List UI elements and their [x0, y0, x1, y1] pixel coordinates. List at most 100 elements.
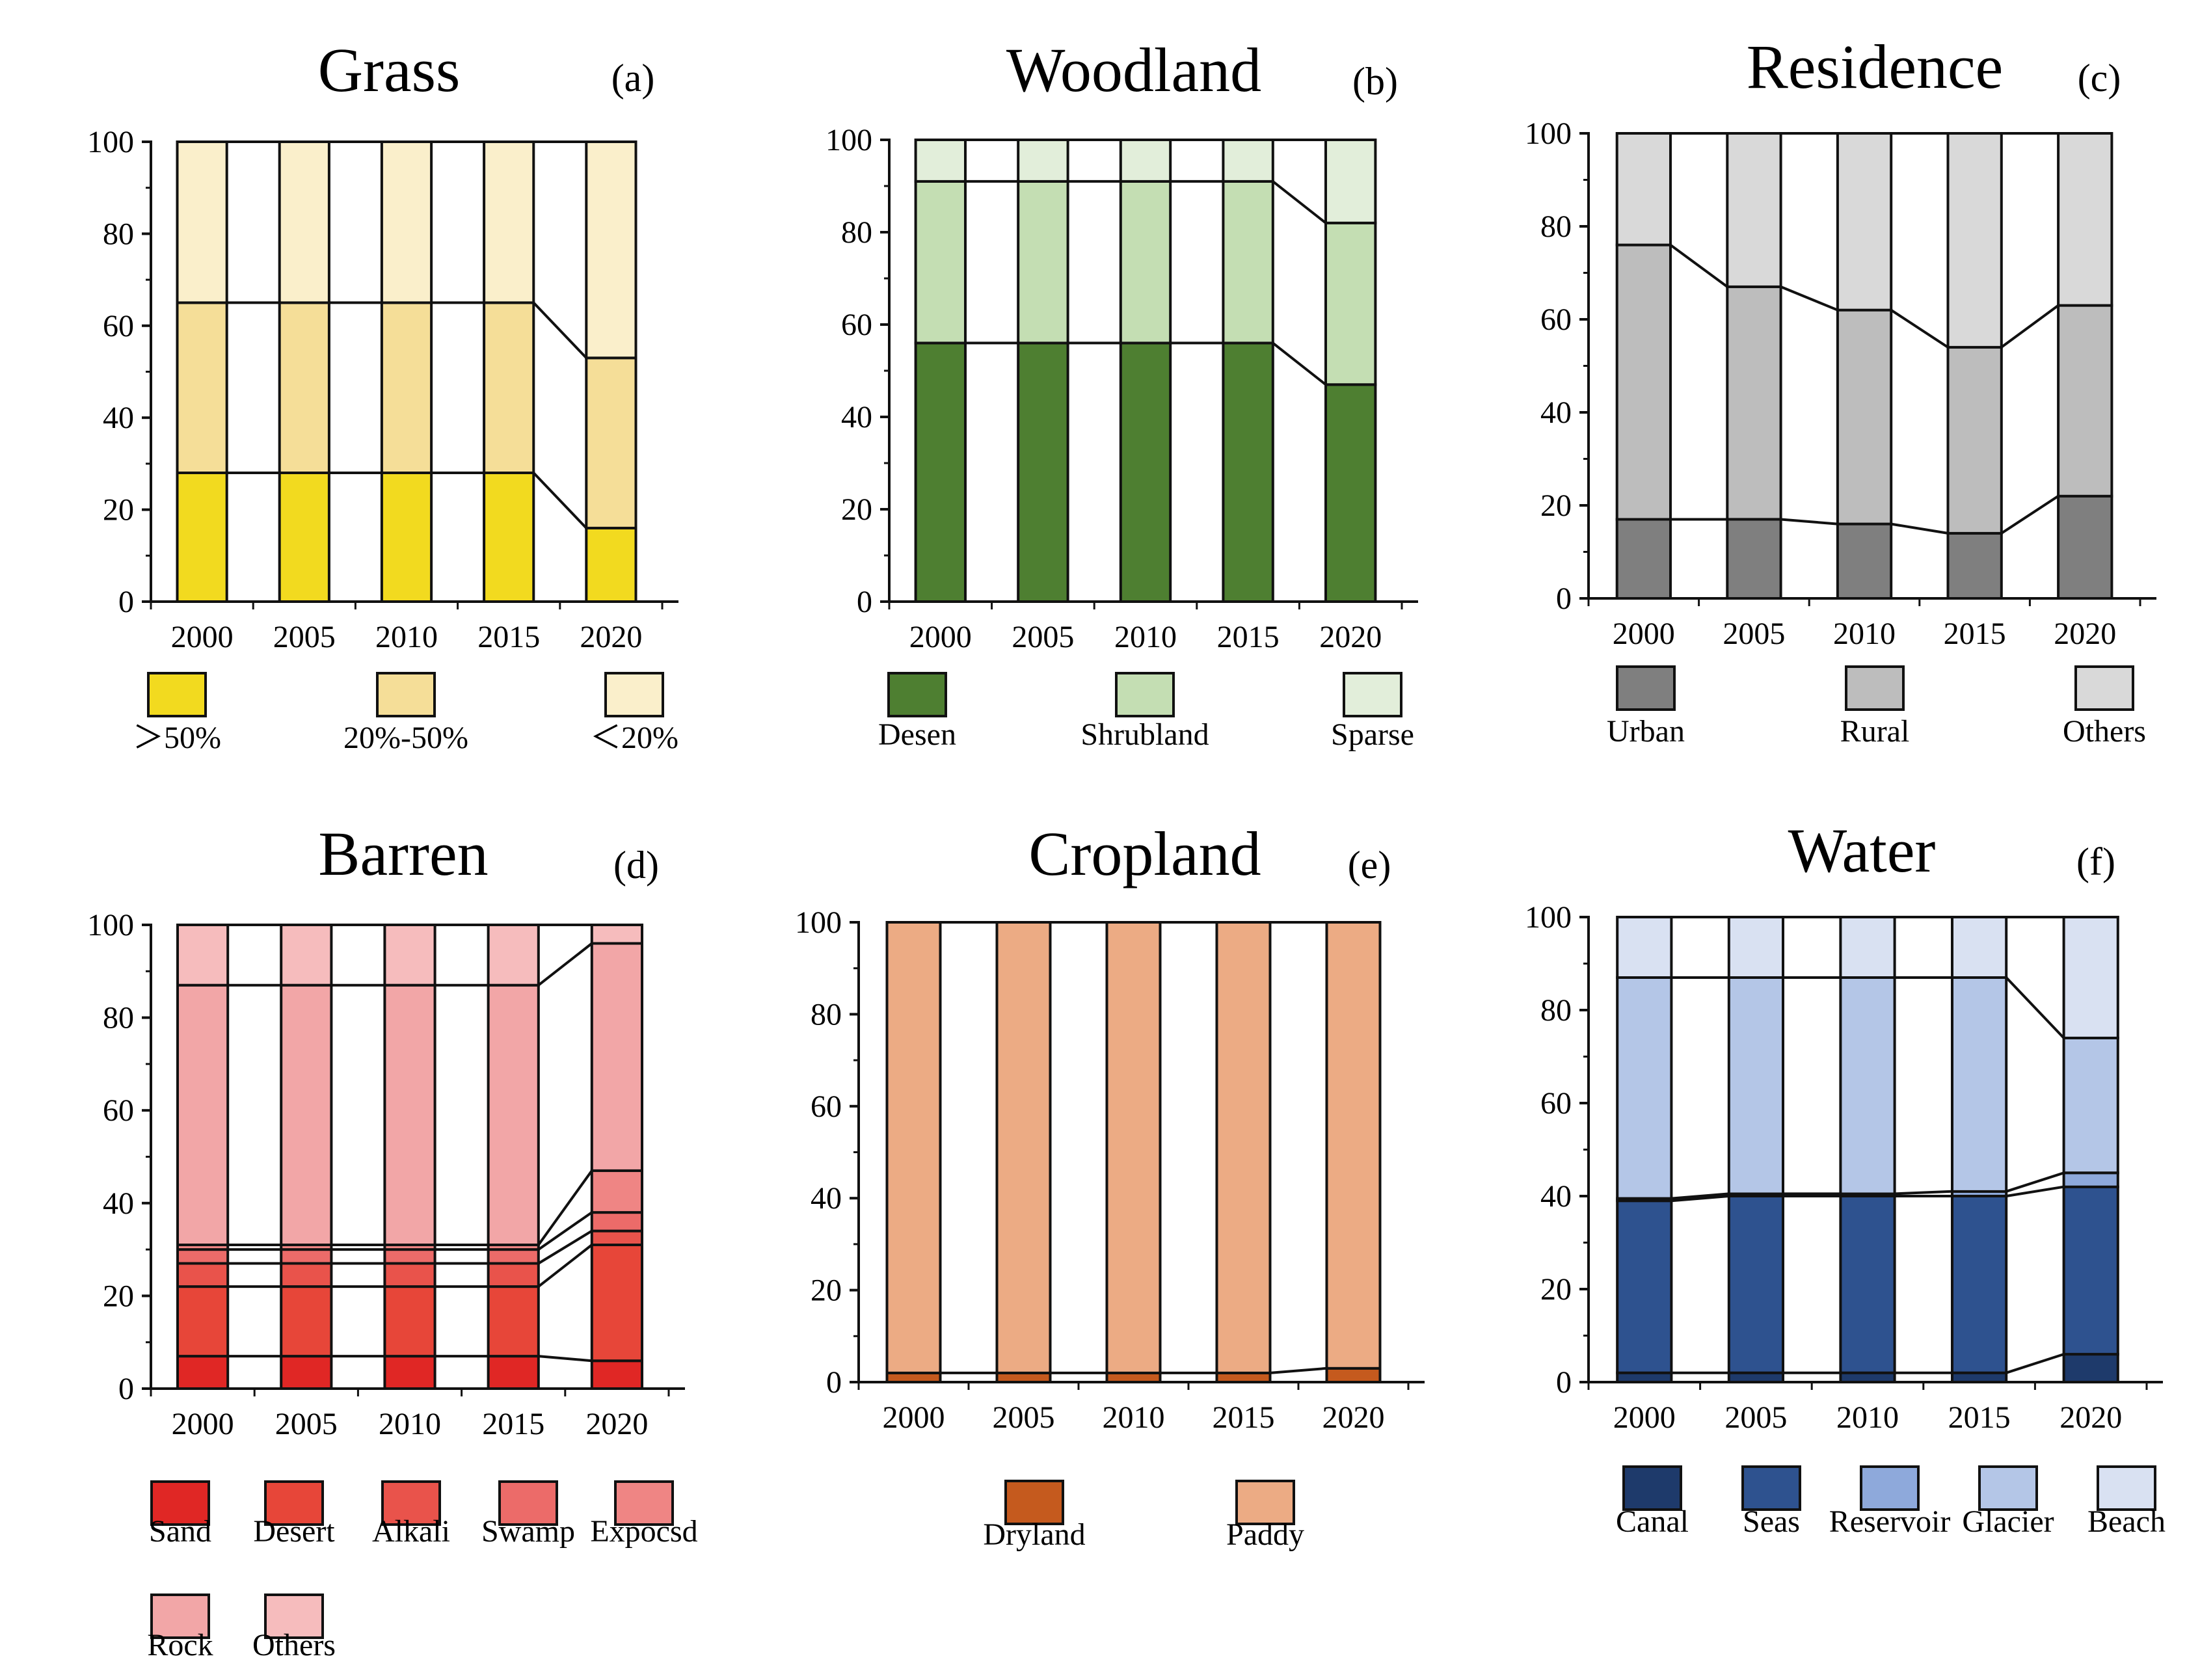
water-bar-seas-2000	[1616, 1199, 1673, 1374]
woodland-ytick-label-60: 60	[841, 308, 872, 342]
cropland-bar-dryland-2000	[885, 1371, 942, 1383]
grass-bar-20-50-2020	[585, 356, 637, 529]
barren-ytick-label-60: 60	[103, 1093, 134, 1128]
grass-xtick-label-2010: 2010	[375, 620, 438, 654]
barren-bar-swamp-2010	[383, 1248, 436, 1265]
residence-connector-rural-2	[1890, 309, 1949, 349]
woodland-bar-desen-2015	[1222, 341, 1274, 604]
barren-panel-label: (d)	[613, 844, 659, 887]
water-bar-seas-2015	[1951, 1195, 2008, 1374]
cropland-ytick-label-40: 40	[811, 1181, 842, 1216]
barren-bar-rock-2000	[176, 983, 230, 1246]
barren-legend-label-swamp: Swamp	[481, 1514, 575, 1549]
water-legend-swatch-glacier	[1978, 1465, 2038, 1511]
water-legend-swatch-canal	[1622, 1465, 1682, 1511]
grass-legend-label-50: ＞50%	[133, 721, 221, 755]
woodland-bar-sparse-2000	[914, 139, 967, 183]
cropland-bar-paddy-2005	[995, 921, 1052, 1374]
water-bar-glacier-2005	[1727, 976, 1785, 1195]
water-bar-glacier-2015	[1951, 976, 2008, 1193]
water-bar-canal-2015	[1951, 1371, 2008, 1383]
barren-bar-others-2005	[280, 924, 333, 987]
cropland-legend-label-paddy: Paddy	[1226, 1517, 1304, 1552]
water-legend-swatch-reservoir	[1860, 1465, 1920, 1511]
cropland-legend-swatch-dryland	[1004, 1480, 1064, 1525]
water-legend-swatch-beach	[2097, 1465, 2156, 1511]
residence-bar-urban-2015	[1946, 531, 2003, 600]
woodland-panel: Woodland (b) 0 20 40 60 80 100 2000 2005 2010 2015 2…	[825, 35, 1418, 752]
grass-bar-20-50-2005	[278, 301, 330, 474]
residence-ytick-label-80: 80	[1540, 209, 1572, 244]
residence-bar-urban-2000	[1615, 518, 1672, 600]
barren-bar-desert-2015	[487, 1285, 540, 1358]
water-connector-reservoir-2	[1894, 1190, 1953, 1195]
barren-title: Barren	[318, 819, 488, 888]
barren-bar-alkali-2000	[176, 1262, 230, 1288]
water-bar-canal-2010	[1839, 1371, 1896, 1383]
barren-bar-swamp-2015	[487, 1248, 540, 1265]
grass-bar-20-2010	[380, 140, 433, 304]
residence-panel: Residence (c) 0 20 40 60 80 100 2000 2005 2010 2015…	[1525, 32, 2156, 749]
woodland-legend-label-desen: Desen	[878, 717, 956, 752]
barren-legend-swatch-rock	[150, 1593, 210, 1639]
cropland-bar-dryland-2020	[1325, 1367, 1382, 1384]
woodland-connector-shrubland-3	[1272, 180, 1327, 224]
woodland-xtick-label-2015: 2015	[1217, 620, 1280, 654]
grass-xtick-label-2000: 2000	[171, 620, 234, 654]
cropland-ytick-label-80: 80	[811, 997, 842, 1032]
barren-legend-swatch-desert	[264, 1480, 324, 1526]
cropland-bar-paddy-2020	[1325, 921, 1382, 1370]
barren-legend-label-others: Others	[252, 1628, 336, 1662]
barren-bar-sand-2015	[487, 1355, 540, 1391]
grass-bar-20-50-2010	[380, 301, 433, 474]
grass-ytick-label-40: 40	[103, 401, 134, 435]
residence-legend-label-urban: Urban	[1607, 714, 1685, 749]
residence-bar-rural-2005	[1726, 285, 1782, 521]
woodland-bar-desen-2005	[1017, 341, 1069, 604]
residence-ytick-label-60: 60	[1540, 302, 1572, 337]
woodland-bar-sparse-2005	[1017, 139, 1069, 183]
residence-legend-label-rural: Rural	[1840, 714, 1910, 749]
cropland-xtick-label-2000: 2000	[883, 1400, 945, 1435]
water-connector-glacier-3	[2005, 976, 2065, 1039]
barren-bar-others-2015	[487, 924, 540, 987]
barren-connector-rock-3	[537, 942, 593, 987]
barren-legend-label-desert: Desert	[253, 1514, 335, 1549]
barren-legend-label-rock: Rock	[147, 1628, 213, 1662]
grass-ytick-label-100: 100	[87, 125, 134, 159]
barren-bar-sand-2000	[176, 1355, 230, 1391]
grass-bar-20-2005	[278, 140, 330, 304]
grass-bar-20-2015	[483, 140, 535, 304]
barren-legend-swatch-swamp	[498, 1480, 558, 1526]
water-ytick-label-100: 100	[1525, 900, 1572, 935]
residence-xtick-label-2020: 2020	[2054, 617, 2116, 651]
grass-ytick-label-60: 60	[103, 309, 134, 343]
water-legend-swatch-seas	[1741, 1465, 1801, 1511]
woodland-bar-desen-2020	[1324, 383, 1377, 603]
water-xtick-label-2010: 2010	[1836, 1400, 1899, 1435]
barren-connector-alkali-3	[537, 1229, 593, 1265]
cropland-ytick-label-20: 20	[811, 1273, 842, 1308]
barren-connector-desert-3	[537, 1244, 593, 1288]
barren-bar-desert-2020	[590, 1244, 643, 1363]
water-legend-label-beach: Beach	[2087, 1504, 2166, 1539]
residence-bar-others-2015	[1946, 132, 2003, 349]
residence-bar-rural-2020	[2057, 304, 2113, 498]
grass-legend-label-20-50: 20%-50%	[343, 721, 468, 755]
barren-legend-swatch-alkali	[381, 1480, 441, 1526]
grass-bar-50-2000	[176, 472, 228, 603]
barren-bar-rock-2015	[487, 983, 540, 1246]
barren-bar-desert-2010	[383, 1285, 436, 1358]
water-bar-glacier-2000	[1616, 976, 1673, 1200]
woodland-xtick-label-2020: 2020	[1319, 620, 1382, 654]
grass-bar-20-50-2000	[176, 301, 228, 474]
residence-bar-others-2000	[1615, 132, 1672, 247]
woodland-ytick-label-80: 80	[841, 215, 872, 250]
grass-connector-20-50-3	[532, 302, 587, 359]
water-xtick-label-2015: 2015	[1948, 1400, 2011, 1435]
water-xtick-label-2005: 2005	[1724, 1400, 1787, 1435]
cropland-bar-paddy-2010	[1105, 921, 1162, 1374]
barren-legend-swatch-sand	[150, 1480, 210, 1526]
residence-xtick-label-2000: 2000	[1613, 617, 1675, 651]
